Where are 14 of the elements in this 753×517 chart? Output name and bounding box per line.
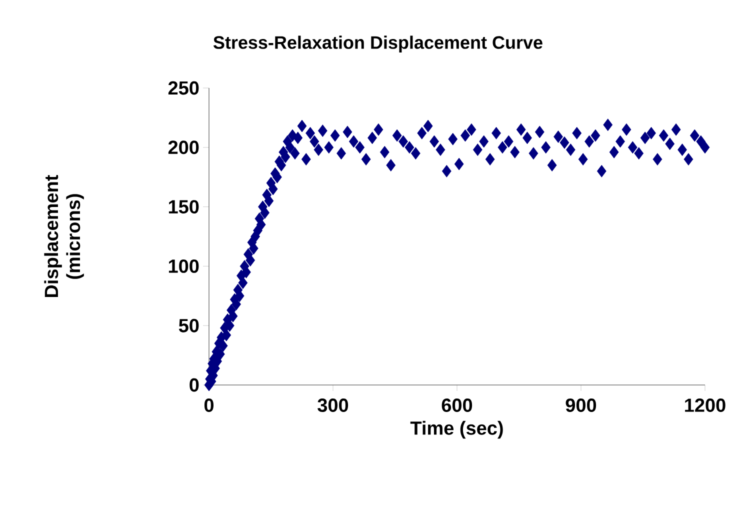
chart-title: Stress-Relaxation Displacement Curve (213, 36, 542, 52)
y-tick-label: 150 (168, 200, 199, 214)
x-tick-label: 900 (566, 398, 596, 412)
x-tick-label: 0 (204, 398, 214, 412)
y-tick-label: 200 (168, 140, 199, 154)
x-tick-label: 1200 (685, 398, 726, 412)
x-tick-label: 300 (318, 398, 348, 412)
y-tick-label: 100 (168, 259, 199, 273)
y-tick-label: 50 (178, 318, 199, 332)
y-tick-label: 250 (168, 81, 199, 95)
y-axis-title: Displacement (microns) (44, 174, 84, 297)
y-tick-label: 0 (190, 378, 199, 392)
x-tick-label: 600 (442, 398, 472, 412)
x-axis-title: Time (sec) (410, 420, 503, 439)
